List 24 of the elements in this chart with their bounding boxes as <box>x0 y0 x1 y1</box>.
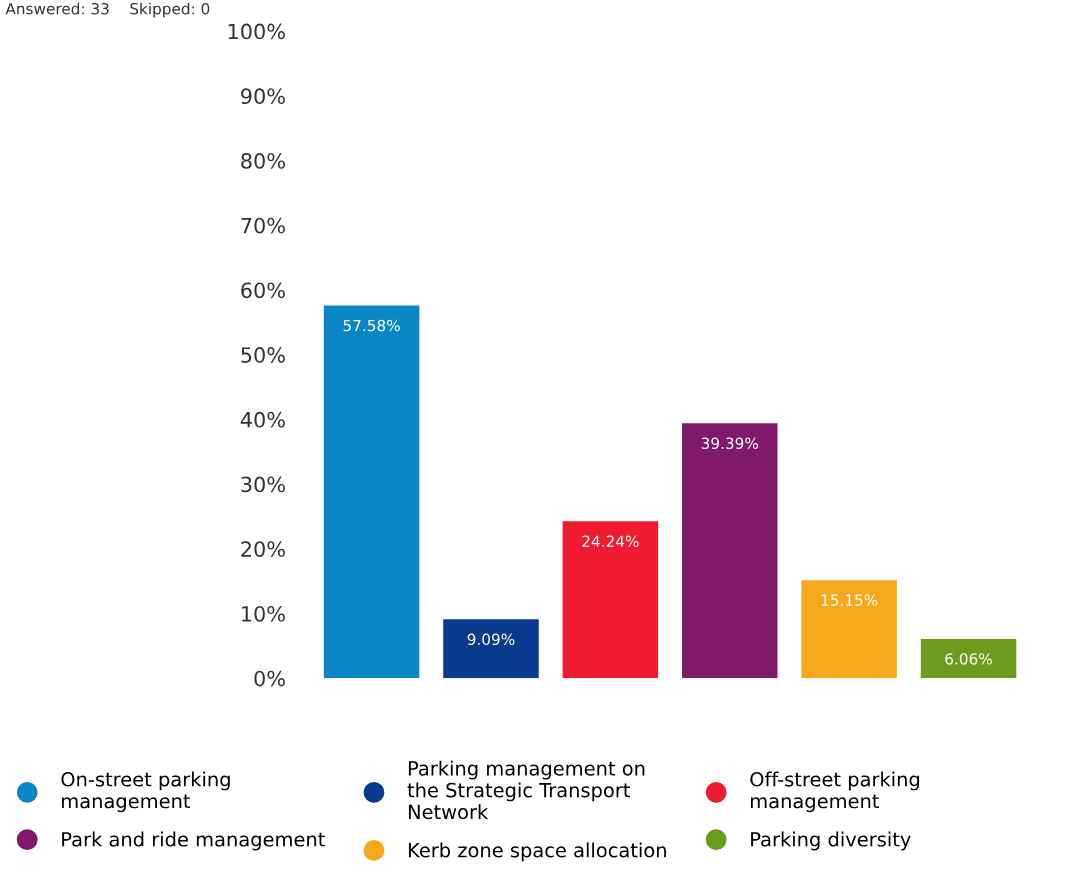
data-label: 6.06% <box>945 653 992 665</box>
data-label: 57.58% <box>343 319 400 332</box>
legend-label: Kerb zone space allocation <box>408 842 666 862</box>
legend-label: Parking diversity <box>751 831 911 851</box>
y-tick-label: 40% <box>240 411 285 428</box>
y-tick-label: 60% <box>241 282 285 299</box>
legend-label: On-street parking management <box>61 771 230 813</box>
text: Answered: 33 Skipped: 0 <box>5 2 210 18</box>
data-label: 39.39% <box>701 437 759 450</box>
legend-label: Off-street parking management <box>750 771 920 813</box>
y-tick-label: 50% <box>241 347 285 363</box>
y-tick-label: 100% <box>228 23 285 40</box>
y-tick-label: 30% <box>241 476 285 493</box>
y-tick-label: 80% <box>241 153 285 169</box>
y-tick-label: 10% <box>242 605 285 622</box>
y-tick-label: 0% <box>254 670 285 687</box>
legend-label: Park and ride management <box>62 831 325 851</box>
y-tick-label: 20% <box>241 541 285 557</box>
data-label: 9.09% <box>467 633 515 646</box>
legend-label: Parking management on the Strategic Transport Network <box>407 760 645 820</box>
data-label: 24.24% <box>582 535 639 548</box>
y-tick-label: 70% <box>241 217 285 234</box>
data-label: 15.15% <box>821 594 878 606</box>
y-tick-label: 90% <box>241 88 285 105</box>
